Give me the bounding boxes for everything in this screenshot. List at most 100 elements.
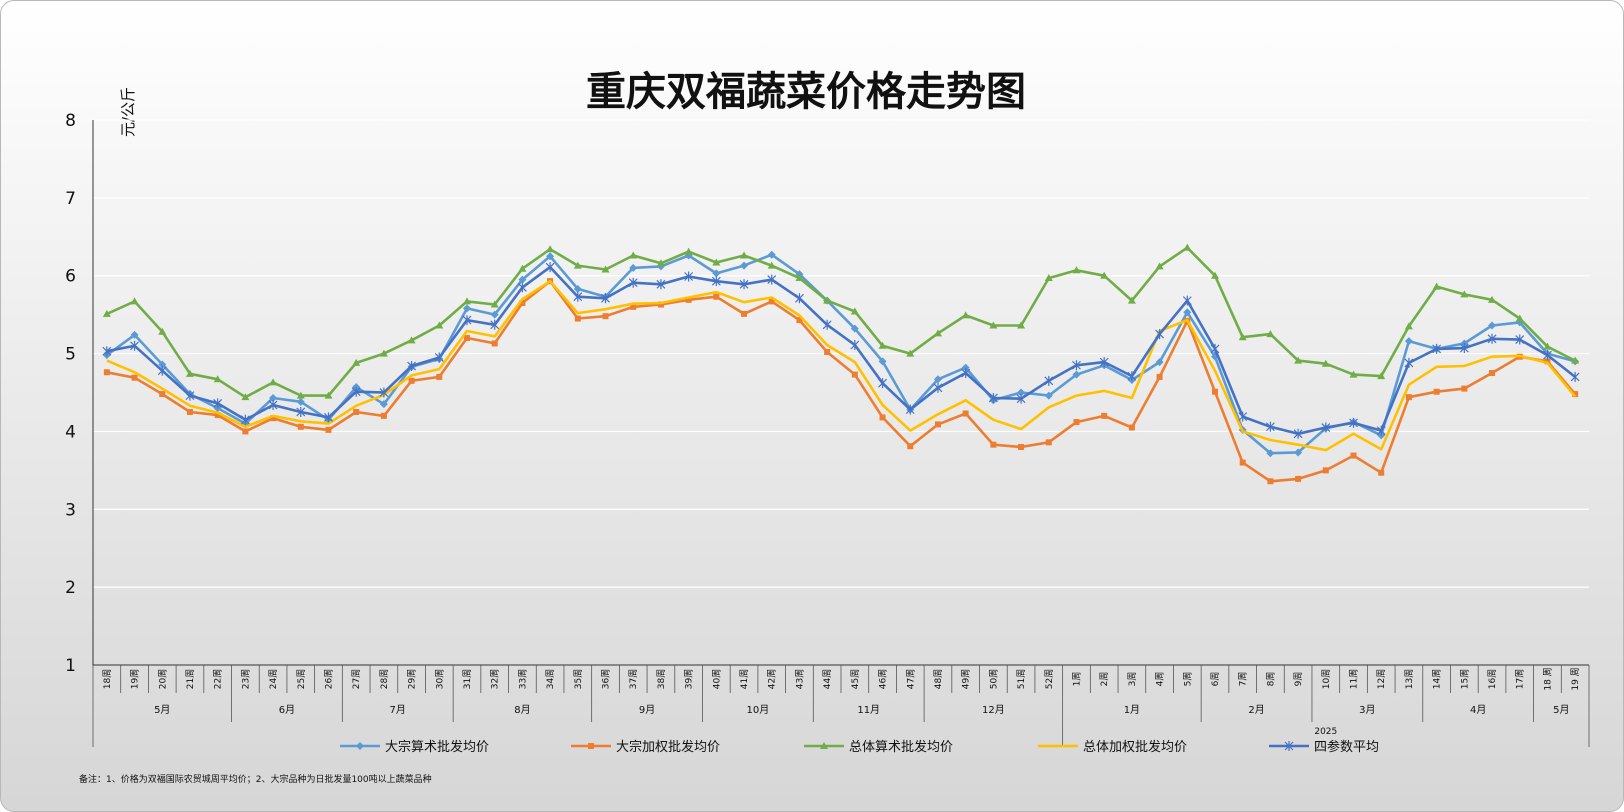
x-tick-label: 1周 [1071,672,1082,687]
legend-item: 总体算术批发均价 [804,739,953,755]
data-point [850,307,859,315]
data-point [379,387,389,398]
data-point [629,263,638,272]
data-point [213,375,222,383]
data-point [518,264,527,272]
data-point [988,392,998,403]
data-point [1294,356,1303,364]
series-line [106,246,1576,399]
data-point [185,369,194,377]
data-point [1295,475,1302,482]
data-point [324,391,333,399]
data-point [545,262,555,273]
x-tick-label: 4周 [1155,672,1166,687]
data-point [1212,388,1218,395]
data-point [934,421,941,428]
x-tick-label: 52周 [1044,669,1055,689]
data-point [1432,282,1441,290]
data-point [713,293,720,300]
data-point [297,423,304,430]
data-point [1321,359,1330,367]
data-point [1072,360,1081,371]
data-point [379,349,388,357]
data-point [490,300,499,308]
y-tick-label: 3 [65,500,76,520]
data-point [102,346,112,357]
x-tick-label: 39周 [684,669,695,689]
x-tick-label: 2周 [1099,672,1110,687]
x-tick-label: 28周 [379,669,390,689]
data-point [1543,350,1552,361]
data-point [906,349,915,357]
data-point [296,406,306,417]
month-label: 2月 [1248,704,1264,716]
data-point [712,269,721,278]
x-tick-label: 42周 [767,669,778,689]
data-point [324,412,333,423]
x-tick-label: 31周 [462,669,473,689]
data-point [158,327,167,335]
month-label: 3月 [1359,704,1375,716]
x-tick-label: 30周 [434,669,445,689]
data-point [1488,295,1497,303]
data-point [1072,370,1081,379]
x-tick-label: 21周 [185,669,196,689]
data-point [1155,358,1164,367]
legend-label: 大宗算术批发均价 [385,739,489,755]
data-point [989,321,998,329]
data-point [1349,417,1358,428]
data-point [1322,467,1329,474]
data-point [1349,370,1358,378]
data-point [961,363,970,372]
data-point [1488,321,1497,330]
x-tick-label: 8周 [1265,672,1276,687]
legend-label: 总体算术批发均价 [849,739,953,755]
data-point [462,315,472,326]
x-tick-label: 24周 [268,669,279,689]
month-label: 5月 [1553,704,1569,716]
data-point [270,415,277,422]
data-point [905,404,915,415]
data-point [657,301,664,308]
data-point [434,352,444,363]
data-point [546,245,555,253]
data-point [1284,741,1294,751]
data-point [711,276,721,287]
month-label: 11月 [857,704,880,716]
data-point [159,391,166,398]
data-point [242,428,249,435]
data-point [1377,372,1386,380]
data-point [879,414,886,421]
data-point [767,250,776,259]
x-tick-label: 20周 [157,669,168,689]
data-point [296,391,305,399]
data-point [740,261,749,270]
data-point [1101,412,1108,419]
x-tick-label: 17周 [1515,669,1526,689]
legend-item: 大宗算术批发均价 [340,739,489,755]
x-tick-label: 19 周 [1570,667,1581,690]
data-point [353,408,360,415]
data-point [933,329,942,337]
data-point [573,291,583,302]
data-point [795,293,804,304]
data-point [1182,295,1192,306]
series-3 [102,243,1580,401]
x-tick-label: 35周 [573,669,584,689]
data-point [1570,371,1580,382]
x-tick-label: 18 周 [1542,667,1553,690]
data-point [851,371,858,378]
data-point [1156,373,1163,380]
y-axis-label: 元/公斤 [119,87,137,137]
data-point [822,319,832,330]
data-point [1266,449,1275,458]
data-point [878,378,887,389]
y-tick-label: 5 [65,345,76,365]
data-point [933,375,942,384]
data-point [1293,428,1303,439]
data-point [768,298,775,305]
data-point [356,742,364,750]
series-5 [102,262,1580,439]
x-tick-label: 12周 [1376,669,1387,689]
data-point [268,399,278,410]
